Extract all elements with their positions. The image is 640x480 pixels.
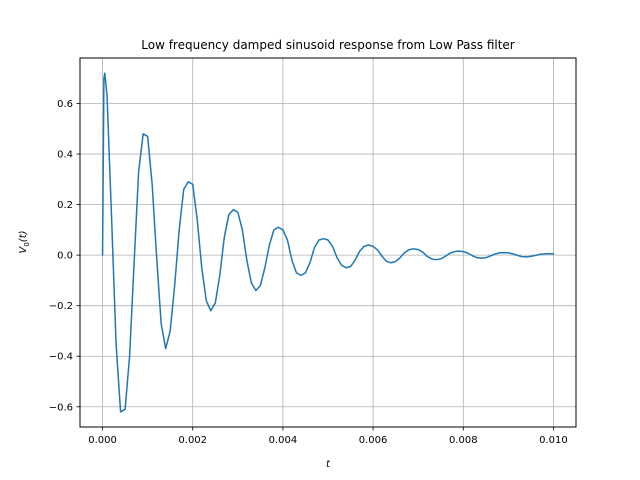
y-axis-label-tail: (t)	[18, 230, 29, 242]
y-axis: −0.6 −0.4 −0.2 0.0 0.2 0.4 0.6	[49, 99, 80, 413]
series-line	[101, 72, 555, 413]
x-tick-label: 0.008	[449, 435, 478, 446]
y-tick-label: 0.6	[57, 99, 73, 110]
y-tick-label: −0.4	[49, 352, 73, 363]
x-tick-label: 0.004	[269, 435, 298, 446]
y-axis-label-subscript: 0	[23, 242, 31, 246]
y-tick-label: −0.2	[49, 301, 73, 312]
x-tick-label: 0.010	[539, 435, 568, 446]
x-tick-label: 0.006	[359, 435, 388, 446]
plot-frame	[79, 57, 577, 428]
series-layer	[101, 72, 555, 413]
x-axis-label: t	[326, 459, 331, 470]
y-tick-label: 0.2	[57, 200, 73, 211]
y-tick-label: −0.6	[49, 402, 73, 413]
x-axis: 0.000 0.002 0.004 0.006 0.008 0.010	[88, 427, 568, 446]
chart-title: Low frequency damped sinusoid response f…	[141, 38, 515, 52]
x-tick-label: 0.002	[178, 435, 207, 446]
y-tick-label: 0.4	[57, 150, 73, 161]
y-axis-label-main: V	[18, 246, 29, 254]
y-axis-label: V0(t)	[18, 230, 31, 253]
x-tick-label: 0.000	[88, 435, 117, 446]
y-tick-label: 0.0	[57, 251, 73, 262]
